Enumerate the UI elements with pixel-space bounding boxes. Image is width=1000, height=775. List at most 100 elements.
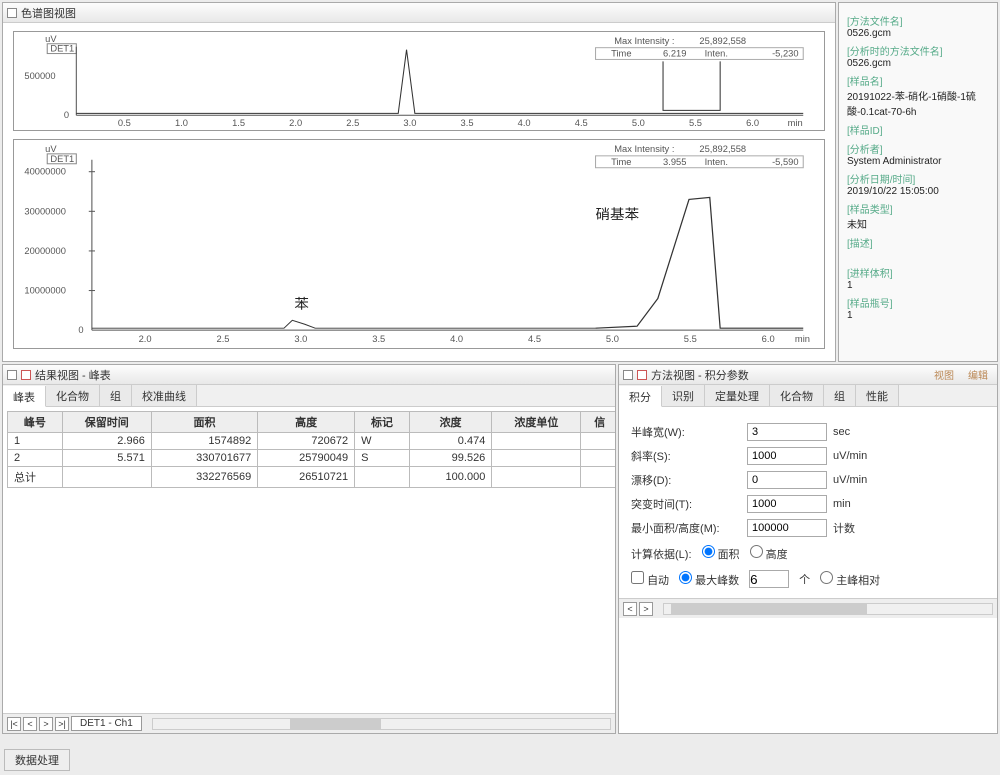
panel-icon: [7, 8, 17, 18]
table-row[interactable]: 12.9661574892720672W0.474: [8, 433, 616, 450]
chrom-titlebar: 色谱图视图: [3, 3, 835, 23]
col-header: 浓度单位: [492, 412, 581, 433]
mainpeak-radio[interactable]: 主峰相对: [820, 571, 880, 588]
circle-icon: [637, 370, 647, 380]
nav-prev[interactable]: <: [23, 717, 37, 731]
svg-text:20000000: 20000000: [24, 246, 66, 256]
svg-text:DET1: DET1: [50, 44, 74, 54]
tab-identify[interactable]: 识别: [662, 385, 705, 406]
meta-analysis-method: 0526.gcm: [847, 58, 989, 69]
svg-text:5.0: 5.0: [606, 334, 619, 344]
meta-injvol-lbl: [进样体积]: [847, 265, 989, 280]
meta-date-lbl: [分析日期/时间]: [847, 171, 989, 186]
edit-button[interactable]: 编辑: [963, 365, 993, 384]
svg-text:3.0: 3.0: [294, 334, 307, 344]
maxpeaks-input[interactable]: [749, 570, 789, 588]
meta-desc-lbl: [描述]: [847, 235, 989, 250]
mhscroll[interactable]: [663, 603, 993, 615]
svg-text:10000000: 10000000: [24, 286, 66, 296]
integration-params: 半峰宽(W): sec 斜率(S): uV/min 漂移(D): uV/min …: [619, 407, 997, 598]
slope-unit: uV/min: [833, 450, 883, 462]
tab-group2[interactable]: 组: [824, 385, 856, 406]
dbltime-unit: min: [833, 498, 883, 510]
view-button[interactable]: 视图: [929, 365, 959, 384]
result-title: 结果视图 - 峰表: [35, 367, 111, 383]
data-processing-tab[interactable]: 数据处理: [4, 749, 70, 771]
nav-first[interactable]: |<: [7, 717, 21, 731]
svg-text:min: min: [795, 334, 810, 344]
svg-text:40000000: 40000000: [24, 167, 66, 177]
basis-area-radio[interactable]: 面积: [702, 545, 740, 562]
maxpeaks-radio[interactable]: 最大峰数: [679, 571, 739, 588]
tab-peaktable[interactable]: 峰表: [3, 386, 46, 407]
svg-text:uV: uV: [45, 144, 57, 154]
tab-calibration[interactable]: 校准曲线: [132, 385, 197, 406]
slope-input[interactable]: [747, 447, 827, 465]
meta-sample-type: 未知: [847, 216, 989, 231]
svg-text:500000: 500000: [24, 71, 55, 81]
table-row[interactable]: 25.57133070167725790049S99.526: [8, 450, 616, 467]
col-header: 峰号: [8, 412, 63, 433]
dbltime-input[interactable]: [747, 495, 827, 513]
meta-sample-name: 20191022-苯-硝化-1硝酸-1硫酸-0.1cat-70-6h: [847, 88, 989, 118]
tab-integration[interactable]: 积分: [619, 386, 662, 407]
tab-compound[interactable]: 化合物: [46, 385, 100, 406]
mnav-next[interactable]: >: [639, 602, 653, 616]
svg-text:2.0: 2.0: [289, 118, 302, 128]
col-header: 面积: [151, 412, 257, 433]
meta-analysis-method-lbl: [分析时的方法文件名]: [847, 43, 989, 58]
mnav-prev[interactable]: <: [623, 602, 637, 616]
svg-text:-5,230: -5,230: [772, 49, 798, 59]
label-benzene: 苯: [294, 296, 309, 313]
method-title: 方法视图 - 积分参数: [651, 367, 749, 383]
tab-compound2[interactable]: 化合物: [770, 385, 824, 406]
svg-text:Time: Time: [611, 157, 631, 167]
drift-unit: uV/min: [833, 474, 883, 486]
svg-text:25,892,558: 25,892,558: [699, 36, 746, 46]
svg-text:3.955: 3.955: [663, 157, 686, 167]
tab-perf[interactable]: 性能: [856, 385, 899, 406]
svg-text:1.0: 1.0: [175, 118, 188, 128]
svg-text:5.0: 5.0: [632, 118, 645, 128]
meta-analyst-lbl: [分析者]: [847, 141, 989, 156]
sheet-name[interactable]: DET1 - Ch1: [71, 716, 142, 731]
count-unit: 个: [799, 571, 810, 587]
svg-text:-5,590: -5,590: [772, 157, 798, 167]
minarea-input[interactable]: [747, 519, 827, 537]
col-header: 浓度: [409, 412, 492, 433]
label-nitrobenzene: 硝基苯: [596, 207, 640, 224]
method-tabs: 积分 识别 定量处理 化合物 组 性能: [619, 385, 997, 407]
svg-text:4.0: 4.0: [518, 118, 531, 128]
slope-label: 斜率(S):: [631, 448, 741, 464]
panel-icon: [623, 370, 633, 380]
drift-input[interactable]: [747, 471, 827, 489]
svg-text:5.5: 5.5: [684, 334, 697, 344]
meta-injvol: 1: [847, 280, 989, 291]
half-width-input[interactable]: [747, 423, 827, 441]
auto-checkbox[interactable]: 自动: [631, 571, 669, 588]
tab-quant[interactable]: 定量处理: [705, 385, 770, 406]
hscroll[interactable]: [152, 718, 611, 730]
table-row[interactable]: 总计33227656926510721100.000: [8, 467, 616, 488]
col-header: 保留时间: [62, 412, 151, 433]
nav-next[interactable]: >: [39, 717, 53, 731]
half-width-unit: sec: [833, 426, 883, 438]
nav-last[interactable]: >|: [55, 717, 69, 731]
chromatogram-bottom[interactable]: uV DET1 Max Intensity : 25,892,558 Time …: [13, 139, 825, 349]
meta-sample-type-lbl: [样品类型]: [847, 201, 989, 216]
meta-vial-lbl: [样品瓶号]: [847, 295, 989, 310]
svg-text:5.5: 5.5: [689, 118, 702, 128]
col-header: 高度: [258, 412, 355, 433]
chromatogram-top[interactable]: uV DET1 Max Intensity : 25,892,558 Time …: [13, 31, 825, 131]
peak-table: 峰号保留时间面积高度标记浓度浓度单位信 12.9661574892720672W…: [7, 411, 615, 488]
svg-text:2.0: 2.0: [139, 334, 152, 344]
result-panel: 结果视图 - 峰表 峰表 化合物 组 校准曲线 峰号保留时间面积高度标记浓度浓度…: [2, 364, 616, 734]
svg-text:Max Intensity :: Max Intensity :: [614, 36, 674, 46]
svg-text:6.219: 6.219: [663, 49, 686, 59]
tab-group[interactable]: 组: [100, 385, 132, 406]
svg-text:0: 0: [78, 325, 83, 335]
svg-text:DET1: DET1: [50, 154, 74, 164]
col-header: 信: [581, 412, 615, 433]
svg-text:4.5: 4.5: [575, 118, 588, 128]
basis-height-radio[interactable]: 高度: [750, 545, 788, 562]
